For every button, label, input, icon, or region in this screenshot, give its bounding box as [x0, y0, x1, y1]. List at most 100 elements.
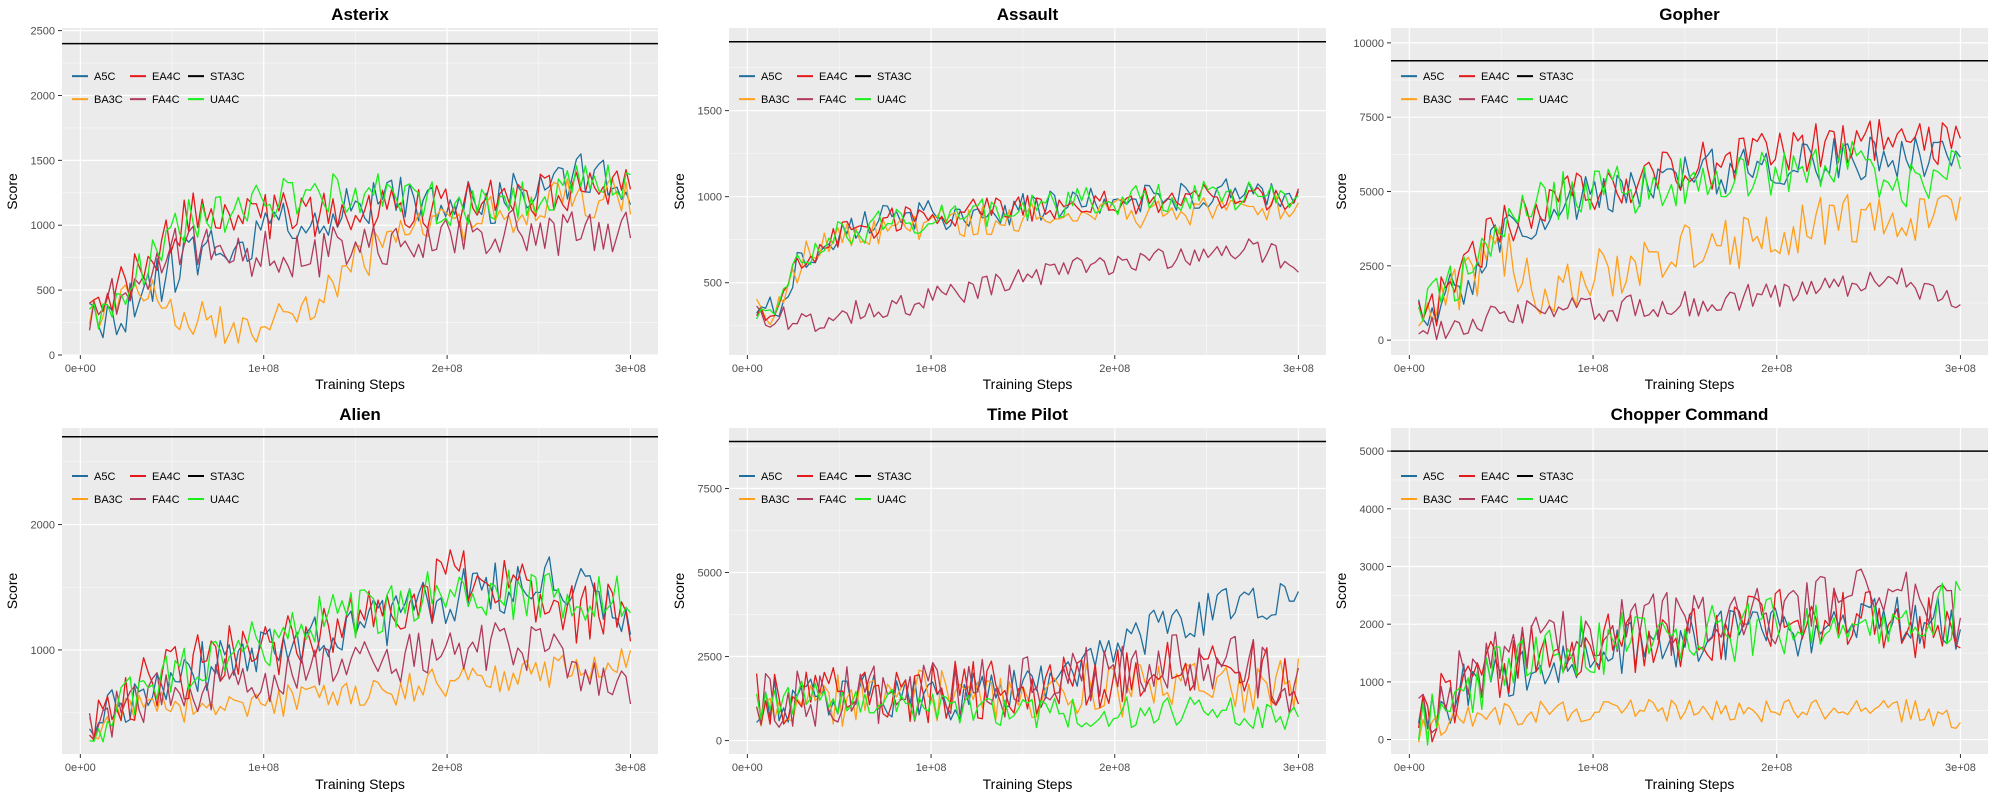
y-axis-label: Score: [671, 573, 687, 610]
legend-label-ua4c: UA4C: [210, 494, 239, 506]
x-axis-label: Training Steps: [983, 376, 1073, 392]
legend-label-a5c: A5C: [94, 71, 115, 83]
panel-title: Time Pilot: [987, 405, 1068, 424]
plot-area: [1417, 119, 1962, 341]
x-tick-label: 2e+08: [1099, 762, 1130, 774]
y-tick-label: 2000: [31, 520, 55, 532]
legend-label-sta3c: STA3C: [877, 471, 912, 483]
legend: A5C EA4C STA3C BA3C FA4C UA4C: [739, 71, 912, 106]
legend-label-ba3c: BA3C: [94, 94, 123, 106]
x-tick-label: 1e+08: [1578, 762, 1609, 774]
plot-area: [1417, 568, 1962, 746]
x-axis-label: Training Steps: [983, 776, 1073, 792]
panel-chopper-command: 0 1000 2000 3000 4000 5000 0e+00 1e+08 2e+08 3e+0…: [1333, 405, 1988, 792]
legend-label-a5c: A5C: [94, 471, 115, 483]
x-tick-label: 2e+08: [432, 762, 463, 774]
x-axis-label: Training Steps: [315, 376, 405, 392]
legend-label-a5c: A5C: [1423, 471, 1444, 483]
x-tick-label: 0e+00: [1394, 363, 1425, 375]
x-axis-label: Training Steps: [315, 776, 405, 792]
series-line-ua4c: [755, 680, 1299, 730]
y-tick-label: 500: [37, 285, 55, 297]
y-tick-label: 1500: [698, 106, 722, 118]
panel-title: Chopper Command: [1611, 405, 1769, 424]
series-line-fa4c: [756, 238, 1299, 332]
plot-area: [88, 549, 632, 743]
x-tick-label: 0e+00: [65, 363, 96, 375]
x-tick-label: 3e+08: [1945, 363, 1976, 375]
y-tick-label: 1000: [31, 220, 55, 232]
series-line-ua4c: [89, 164, 631, 330]
legend: A5C EA4C STA3C BA3C FA4C UA4C: [72, 471, 245, 506]
panel-alien: 1000 2000 0e+00 1e+08 2e+08 3e+08 Alien Trainin…: [4, 405, 658, 792]
legend-label-ua4c: UA4C: [1539, 494, 1568, 506]
y-tick-label: 2500: [698, 652, 722, 664]
series-line-ba3c: [88, 177, 632, 344]
legend-label-ba3c: BA3C: [1423, 494, 1452, 506]
legend: A5C EA4C STA3C BA3C FA4C UA4C: [739, 471, 912, 506]
y-tick-label: 5000: [1360, 446, 1384, 458]
legend-label-sta3c: STA3C: [1539, 71, 1574, 83]
x-tick-label: 1e+08: [916, 762, 947, 774]
series-line-fa4c: [88, 208, 632, 331]
panel-assault: 500 1000 1500 0e+00 1e+08 2e+08 3e+08 Assault Tr…: [671, 5, 1326, 392]
legend-label-ua4c: UA4C: [1539, 94, 1568, 106]
legend-label-ba3c: BA3C: [94, 494, 123, 506]
y-tick-label: 0: [716, 736, 722, 748]
y-axis-label: Score: [1333, 173, 1349, 210]
x-tick-label: 3e+08: [615, 363, 646, 375]
series-line-a5c: [756, 583, 1299, 723]
panel-title: Assault: [997, 5, 1059, 24]
y-tick-label: 4000: [1360, 504, 1384, 516]
y-axis-label: Score: [4, 173, 20, 210]
x-tick-label: 0e+00: [732, 363, 763, 375]
legend-label-fa4c: FA4C: [152, 94, 180, 106]
legend-label-ea4c: EA4C: [1481, 71, 1510, 83]
legend-label-ba3c: BA3C: [761, 494, 790, 506]
legend-label-ua4c: UA4C: [210, 94, 239, 106]
legend-label-ba3c: BA3C: [1423, 94, 1452, 106]
x-tick-label: 3e+08: [615, 762, 646, 774]
y-tick-label: 0: [49, 350, 55, 362]
panel-title: Asterix: [331, 5, 389, 24]
series-line-ua4c: [756, 180, 1299, 320]
x-tick-label: 3e+08: [1283, 363, 1314, 375]
x-tick-label: 3e+08: [1283, 762, 1314, 774]
y-tick-label: 3000: [1360, 561, 1384, 573]
panel-title: Alien: [339, 405, 381, 424]
series-line-ua4c: [1417, 140, 1962, 323]
legend-label-sta3c: STA3C: [210, 471, 245, 483]
legend-label-ba3c: BA3C: [761, 94, 790, 106]
legend-label-ea4c: EA4C: [152, 71, 181, 83]
series-line-ba3c: [756, 194, 1299, 326]
legend-label-ea4c: EA4C: [1481, 471, 1510, 483]
x-tick-label: 0e+00: [732, 762, 763, 774]
y-axis-label: Score: [4, 573, 20, 610]
y-tick-label: 0: [1378, 735, 1384, 747]
x-tick-label: 1e+08: [248, 762, 279, 774]
y-tick-label: 5000: [1360, 187, 1384, 199]
y-tick-label: 1500: [31, 155, 55, 167]
x-tick-label: 1e+08: [1578, 363, 1609, 375]
panel-gopher: 0 2500 5000 7500 10000 0e+00 1e+08 2e+08 3e+08 Go…: [1333, 5, 1988, 392]
x-tick-label: 2e+08: [1761, 762, 1792, 774]
plot-area: [755, 583, 1300, 730]
x-tick-label: 1e+08: [248, 363, 279, 375]
legend-label-a5c: A5C: [761, 71, 782, 83]
series-line-ba3c: [1417, 698, 1961, 743]
legend-label-ea4c: EA4C: [819, 471, 848, 483]
series-line-fa4c: [88, 622, 632, 742]
legend-label-sta3c: STA3C: [210, 71, 245, 83]
y-tick-label: 0: [1378, 335, 1384, 347]
y-tick-label: 7500: [698, 483, 722, 495]
legend-label-sta3c: STA3C: [1539, 471, 1574, 483]
series-line-ua4c: [1417, 580, 1961, 746]
y-tick-label: 2500: [31, 26, 55, 38]
y-tick-label: 500: [704, 278, 722, 290]
y-tick-label: 2000: [31, 90, 55, 102]
legend-label-sta3c: STA3C: [877, 71, 912, 83]
y-tick-label: 2500: [1360, 261, 1384, 273]
y-tick-label: 5000: [698, 568, 722, 580]
x-tick-label: 3e+08: [1945, 762, 1976, 774]
